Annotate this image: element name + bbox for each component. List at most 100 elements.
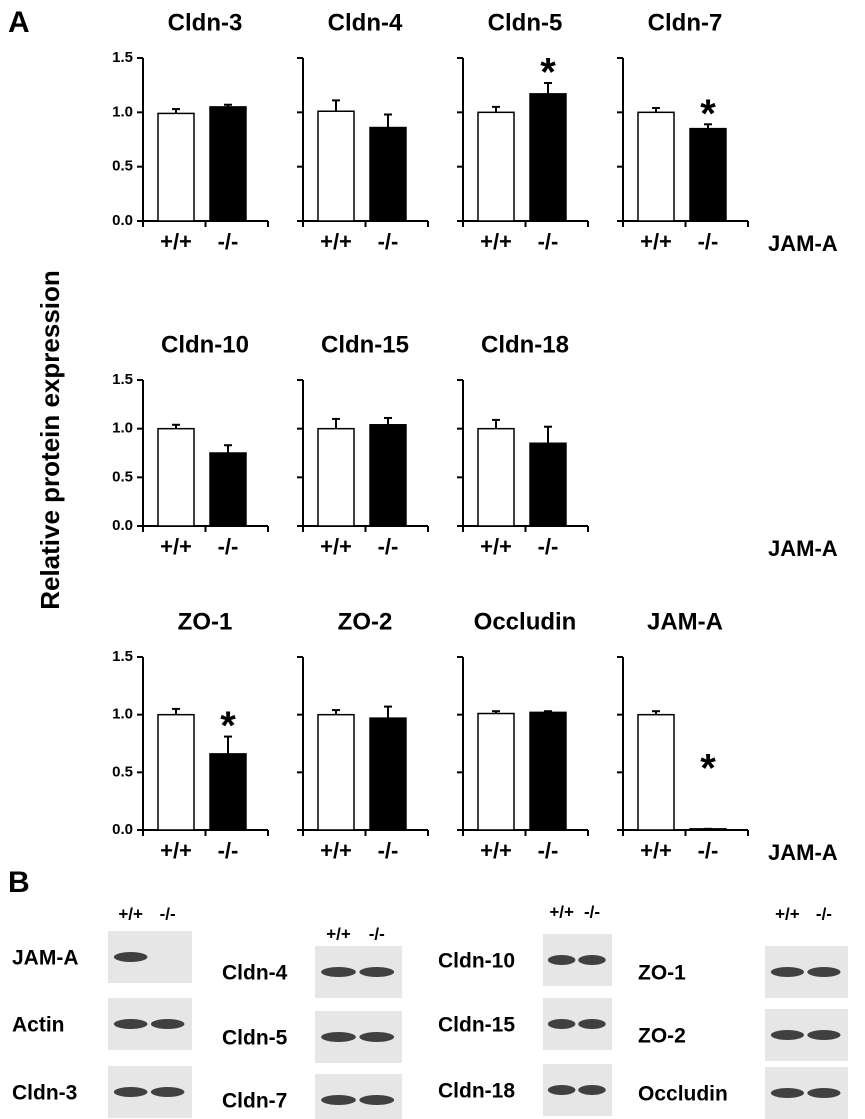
lane-label: -/- xyxy=(369,924,385,943)
bar xyxy=(158,715,194,830)
blot-band xyxy=(114,1087,148,1097)
x-tick-label: +/+ xyxy=(320,838,352,863)
x-tick-label: -/- xyxy=(538,838,559,863)
blot-band xyxy=(151,1019,185,1029)
blot-band xyxy=(321,967,356,977)
y-tick-label: 1.0 xyxy=(112,706,133,723)
blot-band xyxy=(771,1030,804,1040)
blot-label: Cldn-15 xyxy=(438,1014,515,1037)
blot-band xyxy=(114,1019,148,1029)
panel-label: B xyxy=(8,866,30,899)
bar xyxy=(530,712,566,830)
y-tick-label: 0.5 xyxy=(112,468,133,485)
bar xyxy=(210,453,246,526)
bar xyxy=(478,714,514,830)
y-tick-label: 1.0 xyxy=(112,420,133,437)
blot-label: Cldn-4 xyxy=(222,962,288,985)
blot-band xyxy=(151,1087,185,1097)
significance-marker: * xyxy=(700,746,716,790)
chart-title: Cldn-7 xyxy=(648,9,723,36)
y-tick-label: 0.5 xyxy=(112,158,133,175)
bar xyxy=(370,718,406,830)
blot-label: Cldn-10 xyxy=(438,950,515,973)
blot-band xyxy=(578,1019,606,1029)
x-axis-label: JAM-A xyxy=(768,231,838,256)
bar xyxy=(638,112,674,221)
bar xyxy=(638,715,674,830)
lane-label: -/- xyxy=(584,902,600,921)
x-tick-label: -/- xyxy=(378,534,399,559)
lane-label: -/- xyxy=(816,904,832,923)
lane-label: +/+ xyxy=(549,902,574,921)
y-tick-label: 1.5 xyxy=(112,648,133,665)
chart-title: JAM-A xyxy=(647,608,723,635)
y-tick-label: 1.5 xyxy=(112,371,133,388)
y-tick-label: 1.0 xyxy=(112,103,133,120)
blot-band xyxy=(321,1032,356,1042)
x-tick-label: +/+ xyxy=(640,838,672,863)
blot-band xyxy=(771,1088,804,1098)
chart-title: Occludin xyxy=(474,608,577,635)
blot-band xyxy=(807,1030,840,1040)
x-tick-label: +/+ xyxy=(160,229,192,254)
x-tick-label: -/- xyxy=(218,229,239,254)
chart-title: Cldn-10 xyxy=(161,331,249,358)
x-tick-label: -/- xyxy=(218,838,239,863)
bar xyxy=(318,429,354,526)
lane-label: +/+ xyxy=(775,904,800,923)
significance-marker: * xyxy=(220,704,236,748)
blot-label: Occludin xyxy=(638,1083,728,1106)
x-tick-label: -/- xyxy=(378,838,399,863)
bar xyxy=(478,112,514,221)
y-tick-label: 1.5 xyxy=(112,49,133,66)
x-tick-label: -/- xyxy=(698,229,719,254)
blot-label: Cldn-3 xyxy=(12,1082,77,1105)
blot-band xyxy=(548,955,576,965)
bar xyxy=(690,829,726,830)
x-tick-label: +/+ xyxy=(640,229,672,254)
x-tick-label: -/- xyxy=(538,534,559,559)
x-tick-label: +/+ xyxy=(160,838,192,863)
x-tick-label: -/- xyxy=(538,229,559,254)
chart-title: Cldn-3 xyxy=(168,9,243,36)
chart-title: Cldn-18 xyxy=(481,331,569,358)
x-tick-label: -/- xyxy=(218,534,239,559)
blot-label: ZO-2 xyxy=(638,1025,686,1048)
chart-title: Cldn-5 xyxy=(488,9,563,36)
blot-band xyxy=(771,967,804,977)
blot-band xyxy=(807,1088,840,1098)
blot-band xyxy=(321,1095,356,1105)
blot-label: Cldn-18 xyxy=(438,1080,515,1103)
blot-band xyxy=(114,952,148,962)
bar xyxy=(158,429,194,526)
x-axis-label: JAM-A xyxy=(768,840,838,865)
blot-band xyxy=(807,967,840,977)
x-tick-label: +/+ xyxy=(480,838,512,863)
blot-label: Actin xyxy=(12,1014,65,1037)
bar xyxy=(370,425,406,526)
x-tick-label: +/+ xyxy=(480,534,512,559)
significance-marker: * xyxy=(540,51,556,95)
blot-band xyxy=(359,1032,394,1042)
blot-label: ZO-1 xyxy=(638,962,686,985)
x-tick-label: -/- xyxy=(698,838,719,863)
bar xyxy=(158,113,194,221)
chart-title: ZO-2 xyxy=(338,608,393,635)
lane-label: +/+ xyxy=(326,924,351,943)
blot-band xyxy=(578,955,606,965)
x-axis-label: JAM-A xyxy=(768,536,838,561)
chart-title: Cldn-15 xyxy=(321,331,409,358)
bar xyxy=(690,129,726,221)
lane-label: +/+ xyxy=(118,904,143,923)
blot-label: Cldn-7 xyxy=(222,1090,287,1113)
panel-label: A xyxy=(8,6,30,39)
bar xyxy=(370,128,406,221)
x-tick-label: +/+ xyxy=(480,229,512,254)
bar xyxy=(318,111,354,221)
x-tick-label: -/- xyxy=(378,229,399,254)
blot-band xyxy=(359,1095,394,1105)
blot-label: Cldn-5 xyxy=(222,1027,288,1050)
blot-band xyxy=(359,967,394,977)
x-tick-label: +/+ xyxy=(320,229,352,254)
chart-title: ZO-1 xyxy=(178,608,233,635)
